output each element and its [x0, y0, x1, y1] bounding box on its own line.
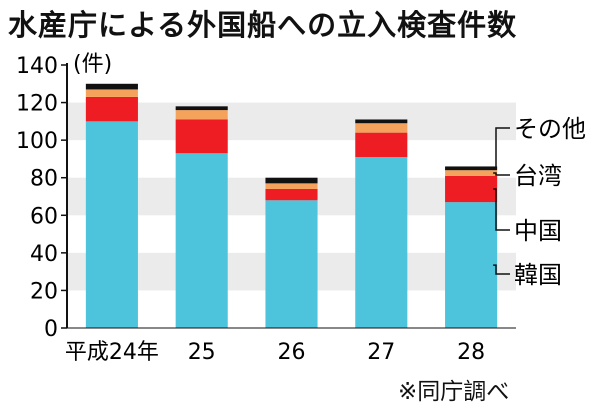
x-axis: 平成24年 25 26 27 28 [65, 327, 516, 365]
bar-segment [265, 177, 318, 184]
x-tick-label: 25 [188, 340, 216, 365]
bar-segment [265, 200, 318, 328]
legend-leader-line [493, 188, 510, 231]
bar-segment [355, 157, 408, 328]
bar-segment [85, 83, 138, 90]
y-tick-label: 120 [16, 92, 58, 117]
bar-segment [355, 123, 408, 133]
y-tick-label: 40 [30, 242, 58, 267]
x-tick-label: 平成24年 [65, 340, 159, 365]
legend-label: 韓国 [514, 261, 562, 289]
y-axis-unit: (件) [73, 52, 112, 77]
bar-segment [445, 175, 498, 203]
bar-segment [445, 202, 498, 328]
bar-segment [445, 170, 498, 176]
bar-segment [265, 188, 318, 201]
y-tick-label: 100 [16, 129, 58, 154]
x-tick-label: 27 [367, 340, 395, 365]
chart-title: 水産庁による外国船への立入検査件数 [8, 8, 518, 42]
x-tick-label: 28 [457, 340, 485, 365]
y-tick-label: 0 [44, 317, 58, 342]
bar-segment [175, 119, 228, 154]
source-note: ※同庁調べ [398, 379, 510, 405]
bars [85, 83, 498, 328]
legend-label: 台湾 [514, 162, 562, 190]
y-axis: 0 20 40 60 80 100 120 140 [16, 54, 68, 342]
legend-label: 中国 [514, 217, 562, 245]
legend-label: その他 [514, 115, 586, 143]
bar-segment [85, 121, 138, 328]
bar-segment [265, 183, 318, 189]
bar-segment [355, 132, 408, 158]
bar-segment [445, 166, 498, 171]
y-tick-label: 20 [30, 279, 58, 304]
y-tick-label: 140 [16, 54, 58, 79]
legend-leader-line [493, 127, 510, 170]
grid-band [67, 102, 516, 141]
y-tick-label: 80 [30, 167, 58, 192]
bar-segment [355, 119, 408, 124]
legend-leader-line [493, 264, 510, 275]
bar-segment [175, 153, 228, 328]
x-tick-label: 26 [278, 340, 306, 365]
bar-segment [85, 89, 138, 97]
bar-segment [175, 110, 228, 120]
legend-leader-line [493, 172, 510, 176]
bar-segment [175, 106, 228, 111]
bar-segment [85, 96, 138, 122]
y-tick-label: 60 [30, 204, 58, 229]
